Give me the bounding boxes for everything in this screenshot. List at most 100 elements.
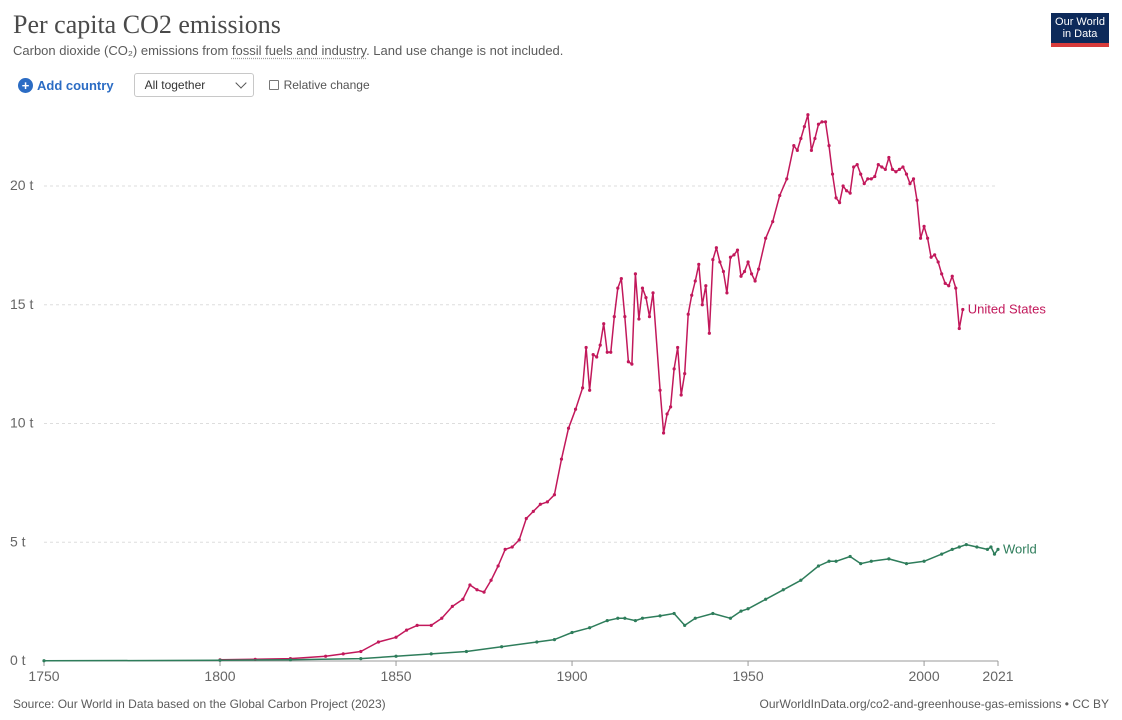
data-point[interactable] — [630, 362, 634, 366]
fossil-fuels-link[interactable]: fossil fuels and industry — [231, 43, 367, 58]
data-point[interactable] — [985, 547, 990, 551]
data-point[interactable] — [616, 286, 620, 290]
data-point[interactable] — [936, 260, 940, 264]
data-point[interactable] — [552, 493, 557, 497]
data-point[interactable] — [404, 628, 409, 632]
data-point[interactable] — [859, 172, 863, 176]
data-point[interactable] — [683, 623, 687, 627]
data-point[interactable] — [510, 545, 514, 549]
data-point[interactable] — [559, 457, 564, 461]
data-point[interactable] — [461, 597, 465, 601]
data-point[interactable] — [848, 554, 852, 559]
data-point[interactable] — [753, 279, 757, 283]
data-point[interactable] — [707, 331, 711, 335]
data-point[interactable] — [721, 269, 726, 274]
data-point[interactable] — [517, 538, 521, 542]
data-point[interactable] — [700, 303, 704, 307]
data-point[interactable] — [827, 144, 831, 148]
data-point[interactable] — [429, 652, 433, 656]
series-label[interactable]: World — [1003, 541, 1037, 556]
data-point[interactable] — [922, 224, 926, 228]
data-point[interactable] — [623, 616, 627, 620]
data-point[interactable] — [947, 284, 951, 288]
series-line[interactable] — [43, 543, 999, 662]
data-point[interactable] — [693, 279, 697, 283]
data-point[interactable] — [524, 516, 528, 521]
data-point[interactable] — [503, 547, 507, 551]
data-point[interactable] — [823, 120, 828, 124]
data-point[interactable] — [799, 136, 803, 141]
data-point[interactable] — [341, 652, 345, 656]
data-point[interactable] — [595, 355, 599, 359]
data-point[interactable] — [887, 155, 891, 160]
data-point[interactable] — [749, 272, 754, 276]
data-point[interactable] — [915, 198, 919, 202]
data-point[interactable] — [918, 236, 923, 240]
data-point[interactable] — [904, 562, 909, 566]
data-point[interactable] — [679, 393, 683, 397]
data-point[interactable] — [957, 326, 961, 331]
data-point[interactable] — [647, 315, 652, 319]
data-point[interactable] — [901, 165, 905, 169]
relative-change-toggle[interactable]: Relative change — [268, 78, 370, 92]
data-point[interactable] — [676, 345, 680, 350]
data-point[interactable] — [771, 220, 775, 224]
data-point[interactable] — [845, 189, 849, 193]
data-point[interactable] — [429, 623, 433, 627]
data-point[interactable] — [450, 604, 454, 608]
data-point[interactable] — [640, 616, 645, 620]
data-point[interactable] — [996, 547, 1000, 551]
data-point[interactable] — [764, 597, 768, 601]
data-point[interactable] — [693, 616, 697, 620]
data-point[interactable] — [873, 174, 877, 179]
series-label[interactable]: United States — [968, 302, 1047, 317]
data-point[interactable] — [746, 607, 750, 611]
data-point[interactable] — [640, 286, 645, 290]
data-point[interactable] — [855, 163, 859, 167]
data-point[interactable] — [697, 262, 701, 266]
data-point[interactable] — [816, 564, 821, 568]
data-point[interactable] — [704, 284, 708, 288]
data-point[interactable] — [778, 193, 782, 198]
data-point[interactable] — [658, 614, 662, 618]
data-point[interactable] — [598, 343, 602, 347]
data-point[interactable] — [911, 177, 916, 181]
data-point[interactable] — [933, 253, 937, 257]
data-point[interactable] — [834, 559, 838, 563]
data-point[interactable] — [890, 167, 894, 171]
data-point[interactable] — [940, 552, 944, 556]
data-point[interactable] — [950, 547, 954, 551]
data-point[interactable] — [852, 165, 856, 169]
data-point[interactable] — [218, 658, 222, 662]
data-point[interactable] — [637, 317, 641, 321]
data-point[interactable] — [552, 638, 557, 642]
data-point[interactable] — [834, 196, 838, 200]
data-point[interactable] — [757, 267, 761, 271]
data-point[interactable] — [728, 616, 733, 620]
data-point[interactable] — [728, 255, 733, 259]
data-point[interactable] — [975, 545, 979, 549]
data-point[interactable] — [869, 177, 873, 181]
data-point[interactable] — [883, 167, 887, 171]
data-point[interactable] — [376, 640, 381, 644]
data-point[interactable] — [633, 619, 638, 623]
relative-change-checkbox[interactable] — [268, 80, 279, 90]
data-point[interactable] — [799, 578, 803, 582]
data-point[interactable] — [989, 545, 993, 549]
data-point[interactable] — [943, 281, 947, 285]
data-point[interactable] — [925, 236, 930, 240]
data-point[interactable] — [359, 657, 363, 661]
data-point[interactable] — [464, 649, 469, 654]
data-point[interactable] — [489, 578, 493, 582]
data-point[interactable] — [672, 367, 676, 371]
data-point[interactable] — [324, 654, 328, 658]
data-point[interactable] — [732, 253, 736, 257]
data-point[interactable] — [876, 163, 880, 167]
data-point[interactable] — [961, 307, 965, 312]
data-point[interactable] — [802, 125, 806, 129]
data-point[interactable] — [809, 148, 814, 152]
data-point[interactable] — [957, 545, 961, 549]
data-point[interactable] — [475, 588, 479, 592]
data-point[interactable] — [746, 260, 750, 264]
data-point[interactable] — [887, 557, 891, 561]
